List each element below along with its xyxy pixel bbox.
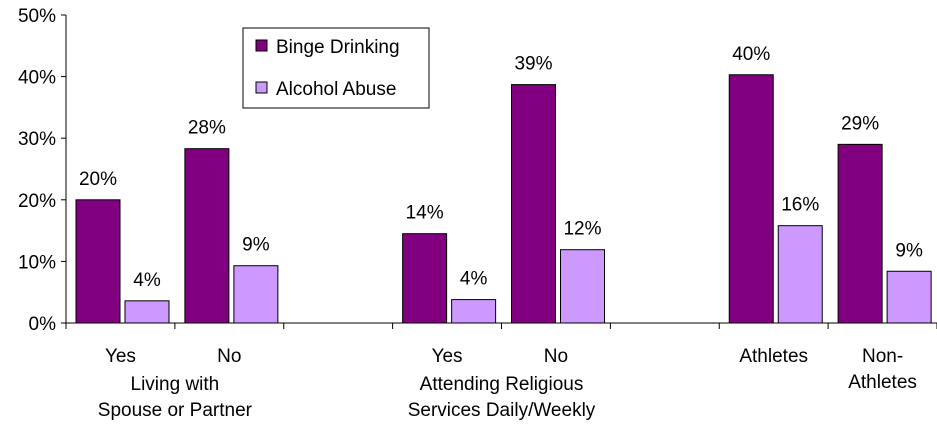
x-group-label: Services Daily/Weekly	[408, 400, 596, 421]
legend: Binge Drinking Alcohol Abuse	[242, 27, 430, 109]
bar	[560, 249, 605, 324]
y-tick-label: 30%	[18, 129, 56, 150]
x-category-label: No	[217, 346, 241, 367]
y-tick-label: 50%	[18, 6, 56, 27]
legend-swatch-binge	[255, 39, 268, 52]
data-label: 29%	[841, 113, 879, 134]
bars	[75, 74, 932, 324]
y-tick-label: 0%	[29, 314, 57, 335]
bar	[402, 233, 448, 324]
bar	[837, 143, 883, 324]
x-group-label: Living with	[131, 374, 220, 395]
x-category-label: Non-	[862, 346, 903, 367]
legend-swatch-abuse	[255, 81, 268, 94]
x-category-label: Yes	[432, 346, 463, 367]
data-label: 20%	[79, 169, 117, 190]
bar	[777, 225, 823, 324]
x-category-label: Athletes	[848, 372, 917, 393]
bar	[511, 84, 556, 324]
data-label: 16%	[781, 195, 819, 216]
x-category-label: Athletes	[739, 346, 808, 367]
data-label: 40%	[732, 44, 770, 65]
x-category-label: No	[544, 346, 568, 367]
y-tick-label: 20%	[18, 191, 56, 212]
legend-label-binge: Binge Drinking	[276, 37, 400, 58]
data-label: 4%	[133, 270, 161, 291]
data-label: 12%	[563, 219, 601, 240]
data-label: 4%	[460, 269, 488, 290]
y-tick-label: 40%	[18, 68, 56, 89]
x-category-labels: Yes No Yes No Athletes Non- Athletes	[105, 346, 917, 393]
bar	[886, 270, 932, 324]
x-category-label: Yes	[105, 346, 136, 367]
bar	[124, 300, 170, 324]
legend-label-abuse: Alcohol Abuse	[276, 79, 396, 100]
data-label: 9%	[242, 235, 270, 256]
x-group-labels: Living with Spouse or Partner Attending Re…	[98, 374, 596, 421]
data-label: 14%	[406, 203, 444, 224]
data-labels: 20% 4% 28% 9% 14% 4% 39% 12% 40% 16% 29% 9%	[79, 44, 923, 291]
data-label: 9%	[895, 240, 923, 261]
bar	[233, 265, 279, 324]
x-group-label: Spouse or Partner	[98, 400, 253, 421]
bar	[451, 299, 497, 324]
bar	[75, 199, 121, 324]
data-label: 28%	[188, 118, 226, 139]
y-tick-label: 10%	[18, 252, 56, 273]
bar	[728, 74, 774, 324]
bar	[184, 148, 230, 324]
legend-box	[242, 27, 430, 109]
x-group-label: Attending Religious	[420, 374, 584, 395]
data-label: 39%	[514, 54, 552, 75]
